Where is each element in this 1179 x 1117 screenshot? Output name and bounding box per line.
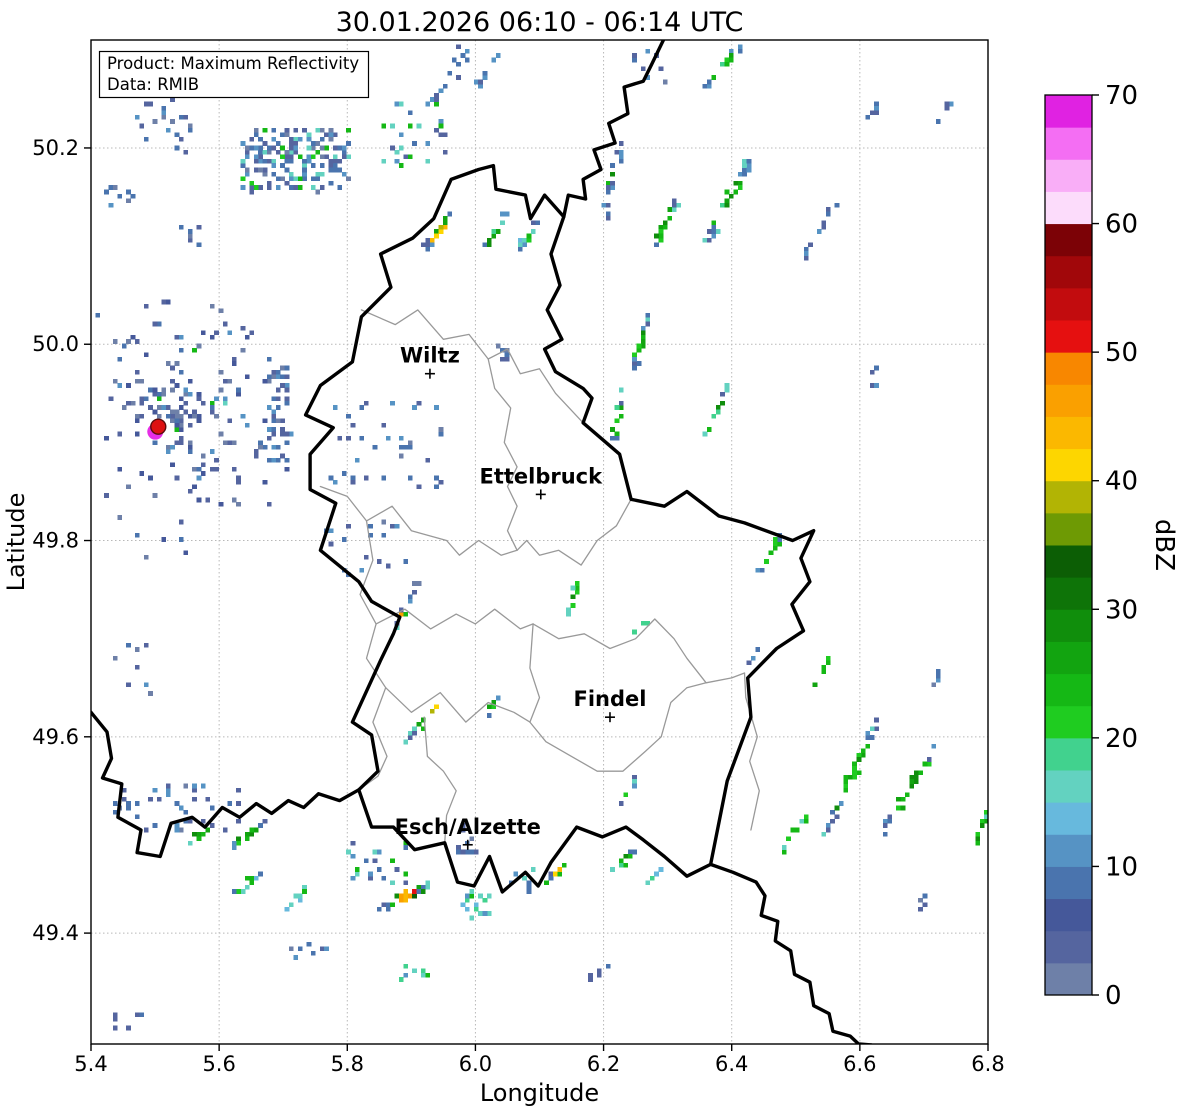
- x-tick-label: 6.8: [971, 1052, 1004, 1076]
- colorbar-label: dBZ: [1149, 519, 1179, 571]
- city-plus-marker: [462, 839, 473, 850]
- colorbar-tick-label: 70: [1105, 81, 1138, 111]
- info-box-product-line: Product: Maximum Reflectivity: [107, 54, 359, 73]
- axes-frame-and-ticks: 5.4 5.6 5.8 6.0 6.2 6.4 6.6 6.8 50.2 50.0 49.8 49.6…: [32, 39, 1005, 1076]
- info-box-data-line: Data: RMIB: [107, 75, 199, 94]
- colorbar: 0 10 20 30 40 50 60 70: [1044, 81, 1138, 1011]
- colorbar-tick-label: 0: [1105, 981, 1122, 1011]
- x-tick-label: 6.2: [587, 1052, 620, 1076]
- country-borders: [91, 40, 873, 1044]
- city-plus-marker: [424, 368, 435, 379]
- colorbar-tick-label: 10: [1105, 852, 1138, 882]
- colorbar-tick-label: 40: [1105, 467, 1138, 497]
- x-tick-label: 5.6: [202, 1052, 235, 1076]
- colorbar-tick-label: 20: [1105, 724, 1138, 754]
- y-tick-label: 49.4: [32, 921, 79, 945]
- city-label: Ettelbruck: [479, 464, 603, 488]
- info-box-frame: [98, 50, 370, 99]
- plot-area-background: [91, 40, 988, 1044]
- colorbar-tick-label: 30: [1105, 595, 1138, 625]
- x-axis-label: Longitude: [480, 1079, 599, 1107]
- radar-echoes: [95, 44, 988, 1031]
- figure-title: 30.01.2026 06:10 - 06:14 UTC: [336, 7, 744, 38]
- x-tick-label: 6.0: [459, 1052, 492, 1076]
- city-plus-marker: [604, 712, 615, 723]
- colorbar-tick-label: 50: [1105, 338, 1138, 368]
- y-tick-label: 49.6: [32, 725, 79, 749]
- city-markers: Wiltz Ettelbruck Findel Esch/Alzette: [395, 344, 646, 850]
- city-label: Findel: [573, 687, 646, 711]
- city-plus-marker: [535, 489, 546, 500]
- colorbar-tick-label: 60: [1105, 210, 1138, 240]
- radar-site-marker: [147, 418, 167, 440]
- product-info-box: Product: Maximum Reflectivity Data: RMIB: [98, 50, 370, 99]
- x-tick-label: 6.4: [715, 1052, 748, 1076]
- x-tick-label: 5.8: [331, 1052, 364, 1076]
- x-tick-label: 6.6: [843, 1052, 876, 1076]
- x-tick-label: 5.4: [74, 1052, 107, 1076]
- city-label: Wiltz: [400, 344, 460, 368]
- y-tick-label: 50.2: [32, 136, 79, 160]
- y-tick-label: 49.8: [32, 529, 79, 553]
- y-axis-label: Latitude: [2, 493, 30, 592]
- y-tick-label: 50.0: [32, 332, 79, 356]
- city-label: Esch/Alzette: [395, 815, 541, 839]
